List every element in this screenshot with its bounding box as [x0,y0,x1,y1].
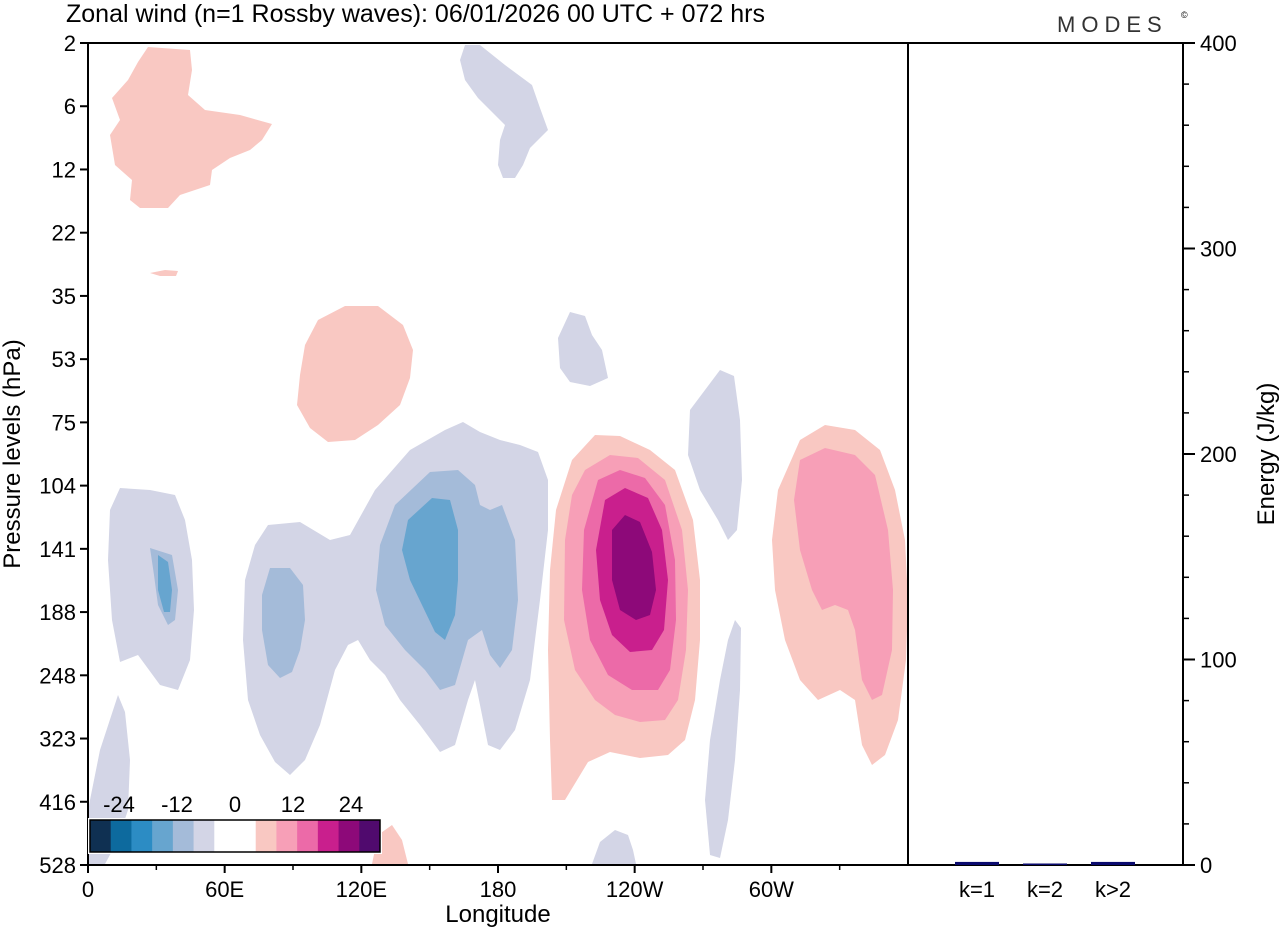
contour-negative-bottom [592,830,636,864]
energy-bar [1091,861,1135,865]
x-tick-label: 120E [336,877,387,902]
x-tick-label: 0 [82,877,94,902]
y-tick-label: 53 [52,347,76,372]
y-axis: 2 6 12 22 35 53 75 104 141 188 248 323 416 528 [39,31,88,878]
colorbar-swatch [214,820,236,852]
y-axis-label: Pressure levels (hPa) [0,339,26,568]
energy-category-label: k>2 [1095,877,1131,902]
modes-logo: MODES [1057,12,1168,37]
contour-positive-upper-left [110,47,272,208]
y-tick-label: 35 [52,284,76,309]
x-tick-label: 60W [749,877,794,902]
contour-negative-small [558,312,608,386]
x-axis: 0 60E 120E 180 120W 60W [82,865,841,902]
colorbar-swatch [193,820,215,852]
colorbar-tick-label: 0 [229,792,241,817]
y-tick-label: 528 [39,853,76,878]
colorbar-swatch [152,820,174,852]
energy-tick-label: 300 [1200,237,1237,262]
contour-positive-right-l2 [794,448,893,700]
colorbar-swatch [338,820,360,852]
colorbar-tick-label: 12 [281,792,305,817]
colorbar-frame [89,819,381,853]
contour-negative-l3 [402,498,458,640]
y-tick-label: 188 [39,600,76,625]
energy-tick-label: 100 [1200,648,1237,673]
colorbar-swatch [317,820,340,852]
energy-axis: 0 100 200 300 400 [1183,31,1237,878]
x-axis-label: Longitude [445,901,550,928]
chart-title: Zonal wind (n=1 Rossby waves): 06/01/202… [66,0,765,28]
energy-tick-label: 200 [1200,442,1237,467]
y-tick-label: 141 [39,537,76,562]
colorbar-swatch [297,820,319,852]
contour-negative-lower-right [705,620,741,858]
colorbar-swatch [276,820,298,852]
energy-bars: k=1 k=2 k>2 [955,861,1135,902]
colorbar-swatch [235,820,257,852]
y-tick-label: 248 [39,663,76,688]
copyright-mark: © [1181,10,1188,20]
y-tick-label: 12 [52,157,76,182]
contour-field [88,45,908,864]
colorbar: -24 -12 0 12 24 [88,792,382,854]
contour-positive-main-l5 [612,515,656,620]
energy-category-label: k=2 [1027,877,1063,902]
x-tick-label: 180 [480,877,517,902]
colorbar-swatch [131,820,153,852]
colorbar-swatch [359,820,381,852]
colorbar-swatch [172,820,195,852]
contour-negative-top [460,45,548,178]
contour-negative-l2-b [262,568,305,678]
y-tick-label: 75 [52,410,76,435]
energy-category-label: k=1 [959,877,995,902]
y-tick-label: 2 [64,31,76,56]
energy-tick-label: 400 [1200,31,1237,56]
contour-negative-large [108,488,194,690]
x-tick-label: 120W [606,877,664,902]
y-tick-label: 416 [39,790,76,815]
contour-positive-small-blob [150,270,178,276]
colorbar-swatch [90,820,112,852]
colorbar-tick-label: -24 [103,792,135,817]
energy-bar [955,861,999,865]
contour-negative-l3-small [158,555,172,612]
y-tick-label: 6 [64,94,76,119]
colorbar-tick-label: 24 [339,792,363,817]
contour-positive-mid-upper [297,306,413,442]
colorbar-swatch [110,820,132,852]
colorbar-swatch [255,820,277,852]
x-tick-label: 60E [205,877,244,902]
contour-negative-right [688,370,742,540]
y-tick-label: 323 [39,727,76,752]
y-tick-label: 104 [39,474,76,499]
y-tick-label: 22 [52,221,76,246]
energy-bar [1023,863,1067,865]
colorbar-tick-label: -12 [161,792,193,817]
energy-tick-label: 0 [1200,853,1212,878]
energy-axis-label: Energy (J/kg) [1253,383,1280,526]
